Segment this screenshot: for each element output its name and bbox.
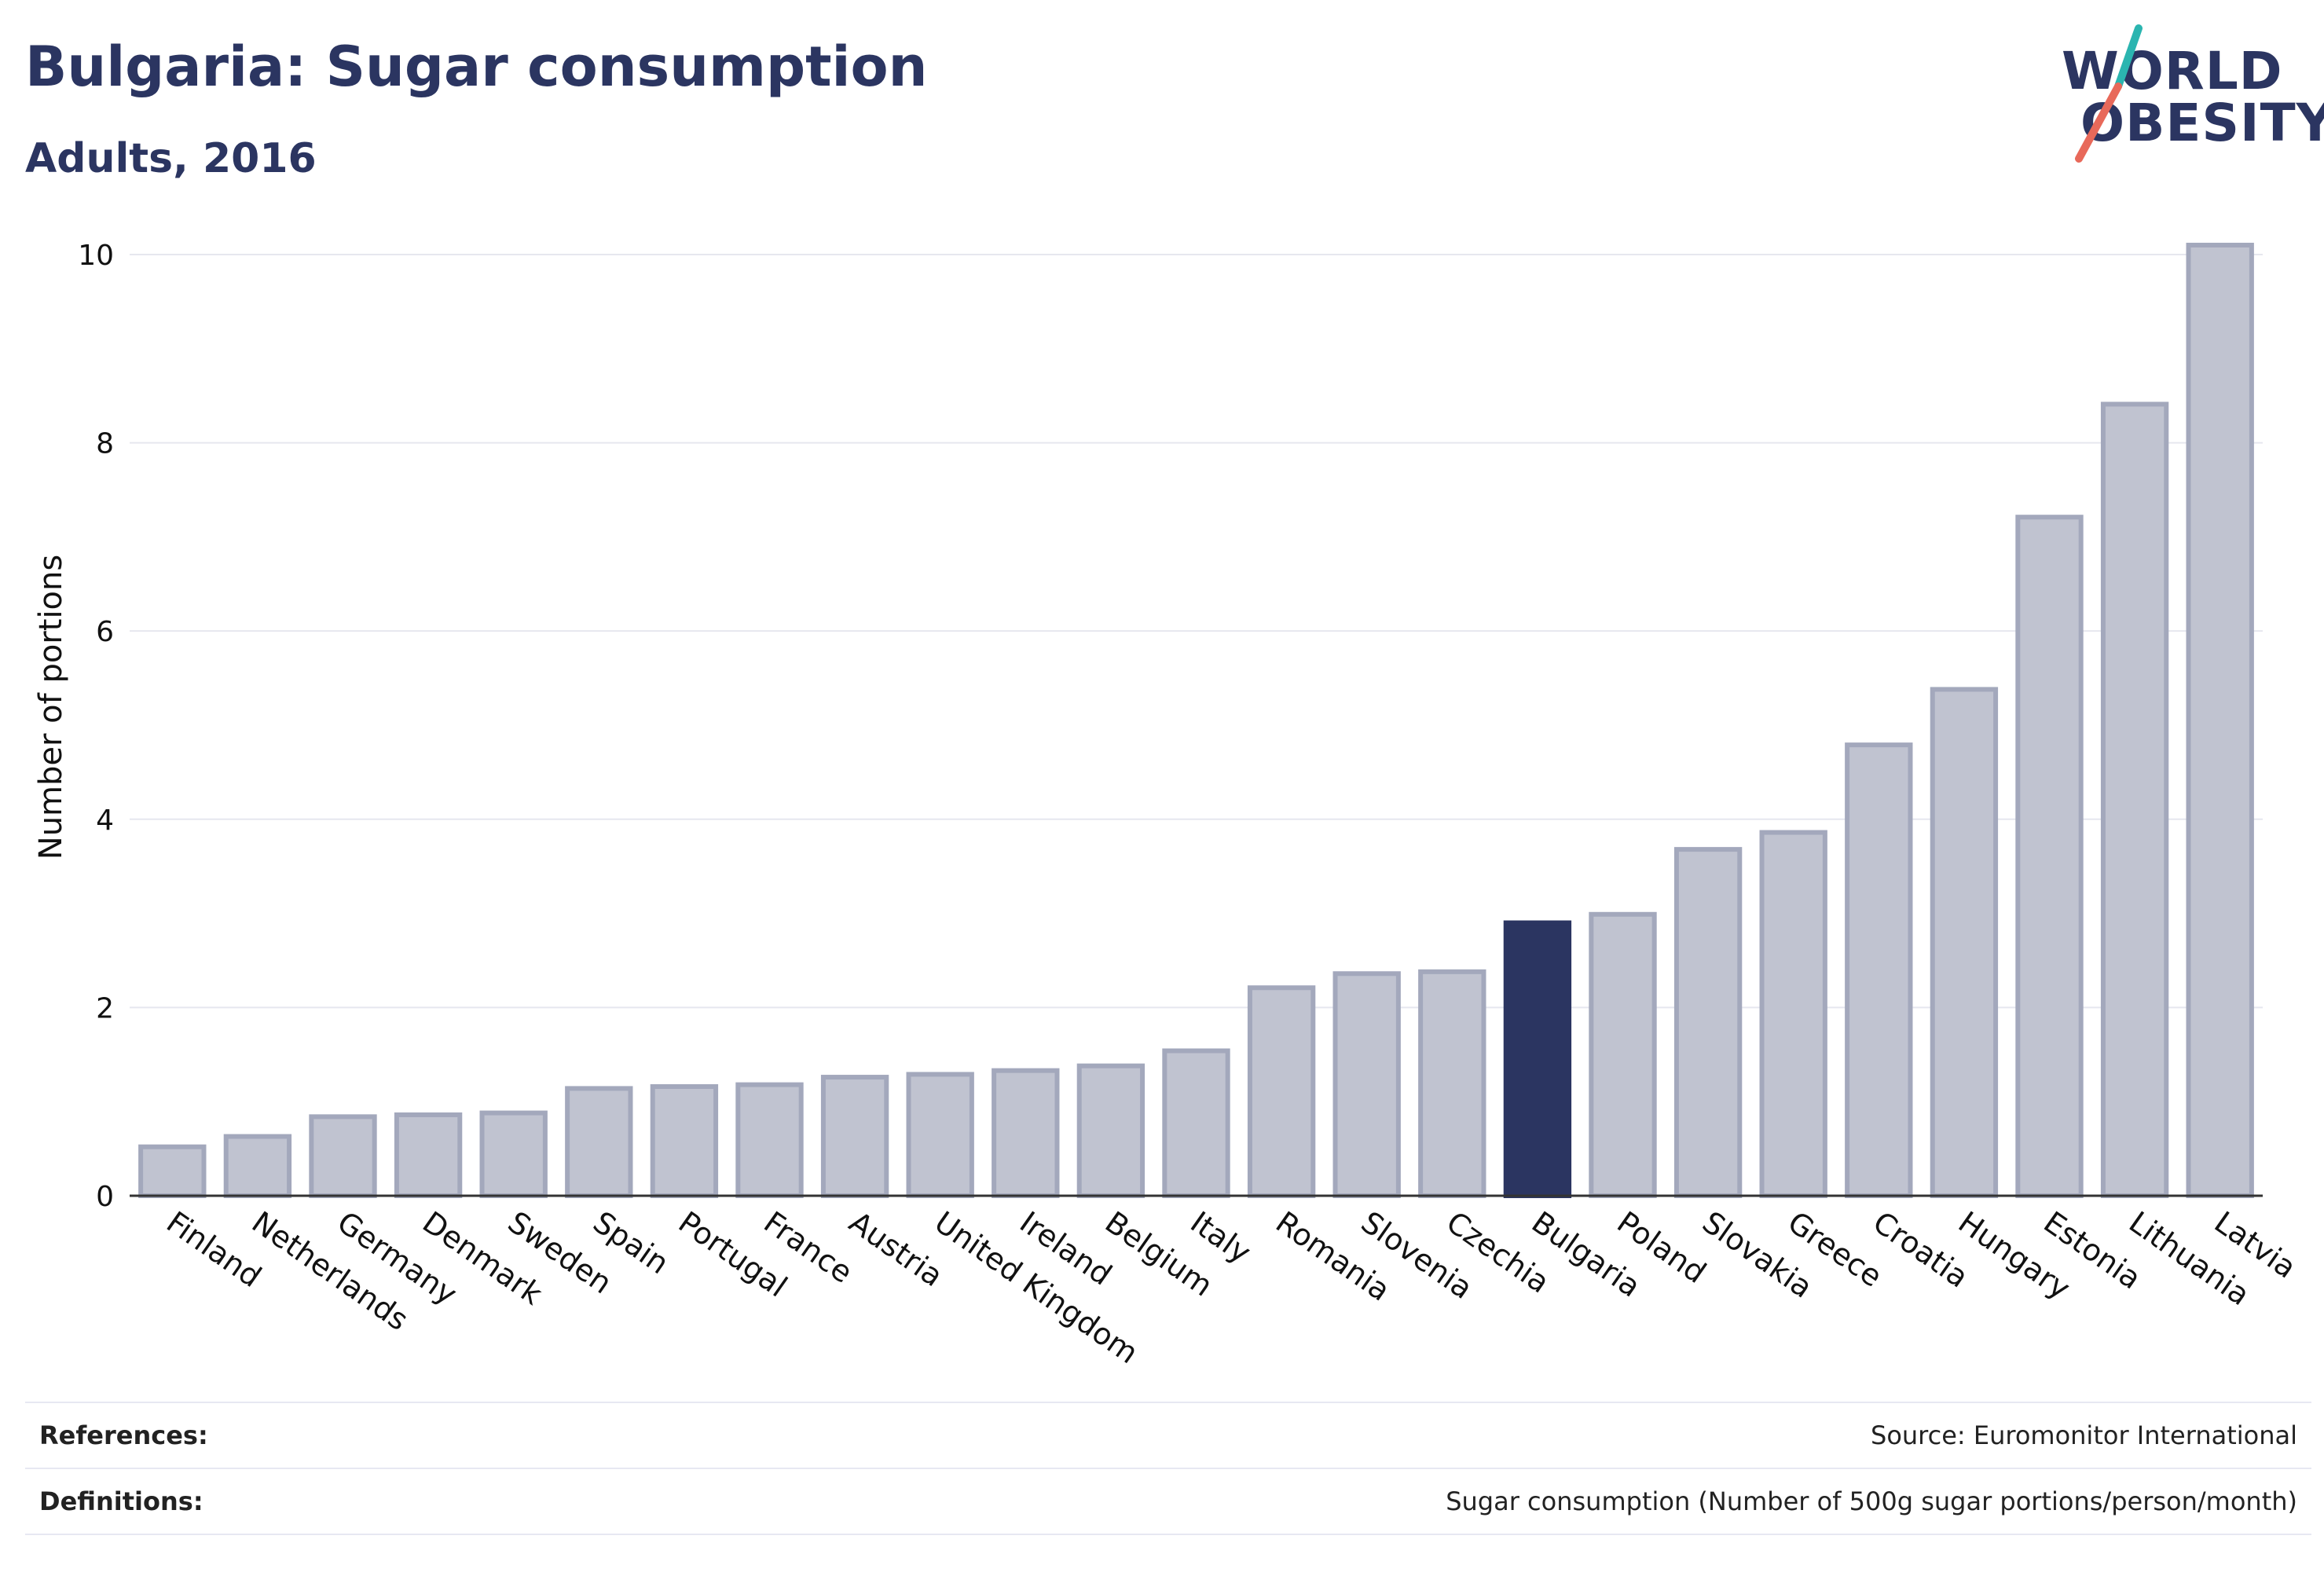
footer-rule-bottom — [25, 1534, 2311, 1535]
bar — [565, 1086, 633, 1199]
y-axis-title: Number of portions — [33, 555, 69, 859]
bar — [650, 1084, 719, 1199]
definitions-row: Definitions: Sugar consumption (Number o… — [25, 1469, 2311, 1534]
bar-chart: 0246810FinlandNetherlandsGermanyDenmarkS… — [33, 240, 2303, 1370]
x-tick-label: Finland — [160, 1204, 267, 1294]
bar-highlighted — [1503, 920, 1572, 1198]
bar — [1332, 971, 1401, 1198]
bar — [1076, 1063, 1146, 1198]
bar — [735, 1082, 804, 1198]
chart-title: Bulgaria: Sugar consumption — [25, 35, 928, 99]
bar — [2186, 242, 2254, 1199]
bar — [394, 1112, 463, 1198]
bar — [1930, 687, 1999, 1198]
x-tick-label: Austria — [843, 1204, 949, 1293]
bar — [1418, 969, 1486, 1199]
x-tick-label: Croatia — [1867, 1204, 1974, 1294]
bar — [1673, 847, 1743, 1198]
bar — [1845, 742, 1913, 1198]
bar — [906, 1072, 974, 1198]
references-value: Source: Euromonitor International — [1871, 1420, 2297, 1450]
bar — [479, 1110, 548, 1198]
world-obesity-logo: WORLD OBESITY — [2043, 24, 2324, 165]
y-tick-label: 2 — [96, 992, 114, 1024]
y-tick-label: 10 — [78, 240, 114, 272]
references-label: References: — [39, 1420, 208, 1450]
logo-slash-icon — [2075, 24, 2143, 163]
footer-rule-middle — [25, 1468, 2311, 1469]
logo-text-world: WORLD — [2062, 41, 2283, 101]
bar — [1162, 1048, 1230, 1198]
bar — [820, 1075, 889, 1199]
bar — [138, 1144, 207, 1198]
y-tick-label: 0 — [96, 1181, 114, 1213]
bar — [2015, 515, 2084, 1198]
footer-rule-top — [25, 1402, 2311, 1403]
definitions-value: Sugar consumption (Number of 500g sugar … — [1446, 1486, 2297, 1516]
bar — [1759, 830, 1827, 1199]
bar — [223, 1134, 292, 1199]
y-tick-label: 8 — [96, 428, 114, 460]
references-row: References: Source: Euromonitor Internat… — [25, 1403, 2311, 1468]
bar — [992, 1068, 1060, 1198]
logo-text-obesity: OBESITY — [2080, 93, 2324, 153]
chart-subtitle: Adults, 2016 — [25, 135, 317, 182]
bars — [138, 242, 2254, 1199]
bar — [1589, 911, 1657, 1198]
y-tick-label: 4 — [96, 804, 114, 837]
bar — [2100, 401, 2169, 1198]
chart-footer: References: Source: Euromonitor Internat… — [25, 1402, 2311, 1537]
definitions-label: Definitions: — [39, 1486, 203, 1516]
bar — [1247, 985, 1316, 1198]
y-tick-label: 6 — [96, 616, 114, 648]
bar — [309, 1114, 377, 1199]
